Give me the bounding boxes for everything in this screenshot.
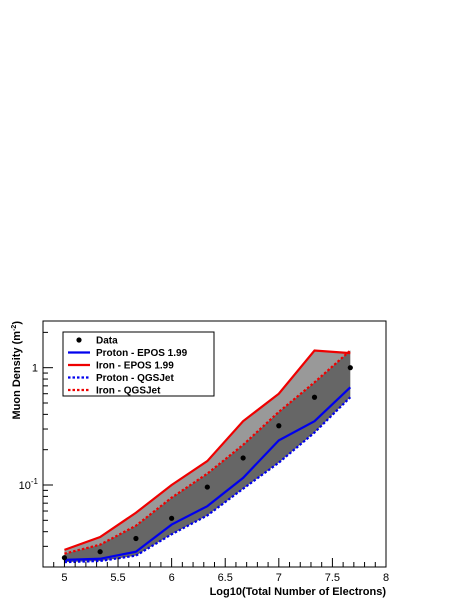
data-point-3 (169, 515, 175, 521)
series-line-3 (64, 396, 352, 564)
y-axis: 10-1 1 (19, 331, 53, 568)
legend-label: Iron - QGSJet (96, 386, 161, 397)
legend-label: Data (96, 336, 118, 347)
x-tick-label: 5 (61, 572, 67, 584)
y-tick-base: 1 (32, 363, 38, 375)
data-point-8 (347, 365, 353, 371)
data-point-0 (61, 555, 68, 561)
series-line-1 (64, 386, 352, 561)
data-point-4 (204, 484, 210, 490)
x-axis: 5 5.5 6 6.5 7 7.5 8 (42, 558, 389, 584)
x-tick-label: 6 (169, 572, 175, 584)
legend-marker (76, 337, 82, 343)
x-tick-label: 8 (383, 572, 389, 584)
y-tick-exp: -1 (31, 477, 39, 486)
y-axis-title-sup: -2 (11, 325, 18, 331)
x-tick-label: 7.5 (325, 572, 340, 584)
data-point-6 (276, 423, 282, 429)
legend-label: Iron - EPOS 1.99 (96, 361, 174, 372)
series-line-2 (64, 349, 351, 551)
legend-label: Proton - EPOS 1.99 (96, 348, 188, 359)
y-tick-base: 10 (19, 480, 31, 492)
data-point-2 (133, 535, 139, 542)
data-point-1 (97, 549, 103, 555)
x-axis-title: Log10(Total Number of Electrons) (210, 586, 387, 598)
series-lines (64, 349, 352, 564)
y-axis-title-main: Muon Density (m (11, 331, 23, 420)
x-tick-label: 7 (276, 572, 282, 584)
data-point-7 (311, 394, 318, 400)
legend-label: Proton - QGSJet (96, 373, 174, 384)
band-0 (64, 350, 351, 554)
x-tick-label: 6.5 (218, 572, 233, 584)
shaded-bands (64, 350, 351, 563)
x-tick-label: 5.5 (110, 572, 125, 584)
y-tick-label: 1 (32, 363, 38, 375)
data-point-5 (240, 455, 246, 461)
y-axis-title-close: ) (11, 321, 23, 325)
y-tick-label: 10-1 (19, 477, 39, 492)
series-line-4 (64, 349, 352, 555)
y-axis-title: Muon Density (m-2) (11, 321, 23, 420)
data-points (61, 365, 353, 561)
